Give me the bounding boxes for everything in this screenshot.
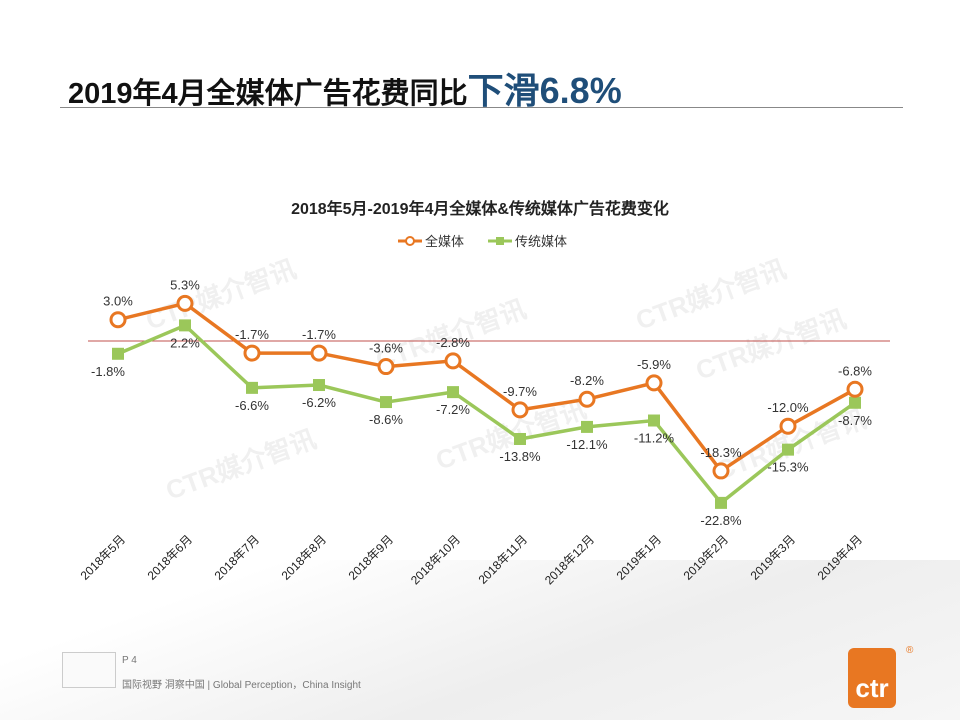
data-point — [243, 344, 261, 362]
data-point — [109, 311, 127, 329]
watermark: CTR媒介智讯 — [162, 424, 320, 506]
data-point — [782, 443, 794, 456]
x-tick-label: 2018年6月 — [145, 532, 195, 582]
data-point — [444, 352, 462, 370]
data-point — [246, 381, 258, 394]
data-label: -1.7% — [302, 327, 336, 342]
data-point — [712, 462, 730, 480]
data-label: -6.6% — [235, 398, 269, 413]
x-tick-label: 2018年9月 — [346, 532, 396, 582]
data-label: -1.8% — [91, 364, 125, 379]
data-point — [310, 344, 328, 362]
legend-label: 传统媒体 — [515, 234, 567, 249]
data-label: -2.8% — [436, 335, 470, 350]
background — [0, 560, 960, 720]
x-tick-label: 2018年7月 — [212, 532, 262, 582]
series-line-1 — [117, 323, 857, 506]
registered-mark: ® — [906, 645, 914, 656]
data-label: -22.8% — [700, 513, 742, 528]
data-point — [447, 386, 459, 399]
x-tick-label: 2018年11月 — [476, 532, 531, 587]
legend-label: 全媒体 — [425, 234, 464, 249]
data-point — [645, 374, 663, 392]
page-number: P 4 — [122, 655, 137, 666]
data-point — [581, 420, 593, 433]
data-point — [715, 496, 727, 509]
data-label: -8.2% — [570, 373, 604, 388]
data-label: 3.0% — [103, 294, 133, 309]
title-highlight: 下滑6.8% — [467, 70, 622, 111]
legend-marker — [405, 236, 415, 246]
certification-logos — [62, 652, 116, 688]
legend-marker — [496, 237, 504, 245]
data-label: -1.7% — [235, 327, 269, 342]
x-tick-label: 2018年12月 — [542, 532, 597, 587]
data-label: 5.3% — [170, 277, 200, 292]
x-tick-label: 2019年3月 — [748, 532, 798, 582]
data-point — [578, 390, 596, 408]
data-label: -15.3% — [767, 460, 809, 475]
ctr-logo: ctr — [848, 648, 896, 708]
x-tick-label: 2018年10月 — [408, 532, 463, 587]
data-label: -12.1% — [566, 437, 608, 452]
chart-title: 2018年5月-2019年4月全媒体&传统媒体广告花费变化 — [291, 199, 669, 218]
data-point — [380, 396, 392, 409]
x-tick-label: 2018年5月 — [78, 532, 128, 582]
watermark: CTR媒介智讯 — [142, 254, 300, 336]
data-label: -12.0% — [767, 400, 809, 415]
data-point — [849, 396, 861, 409]
watermark: CTR媒介智讯 — [632, 254, 790, 336]
data-point — [377, 358, 395, 376]
data-label: -11.2% — [634, 431, 675, 446]
data-label: -3.6% — [369, 341, 403, 356]
data-label: -6.8% — [838, 363, 872, 378]
data-label: -7.2% — [436, 402, 470, 417]
data-label: -8.7% — [838, 413, 872, 428]
data-label: -13.8% — [499, 449, 541, 464]
x-tick-label: 2018年8月 — [279, 532, 329, 582]
x-tick-label: 2019年1月 — [614, 532, 664, 582]
x-tick-label: 2019年4月 — [815, 532, 865, 582]
data-label: -9.7% — [503, 384, 537, 399]
data-point — [514, 432, 526, 445]
data-label: -5.9% — [637, 357, 671, 372]
data-point — [313, 379, 325, 392]
series-line-0 — [117, 301, 856, 474]
data-point — [648, 414, 660, 427]
footer-tagline: 国际视野 洞察中国 | Global Perception，China Insi… — [122, 680, 361, 691]
watermark: CTR媒介智讯 — [692, 304, 850, 386]
data-label: -18.3% — [700, 445, 742, 460]
data-point — [846, 380, 864, 398]
data-label: 2.2% — [170, 335, 200, 350]
data-point — [779, 417, 797, 435]
title-main: 2019年4月全媒体广告花费同比 — [68, 78, 468, 110]
page-title: 2019年4月全媒体广告花费同比下滑6.8% — [68, 62, 622, 114]
x-tick-label: 2019年2月 — [681, 532, 731, 582]
data-point — [511, 401, 529, 419]
data-label: -8.6% — [369, 412, 403, 427]
data-point — [179, 319, 191, 332]
data-point — [112, 347, 124, 360]
title-divider — [60, 107, 903, 108]
data-label: -6.2% — [302, 395, 336, 410]
data-point — [176, 294, 194, 312]
